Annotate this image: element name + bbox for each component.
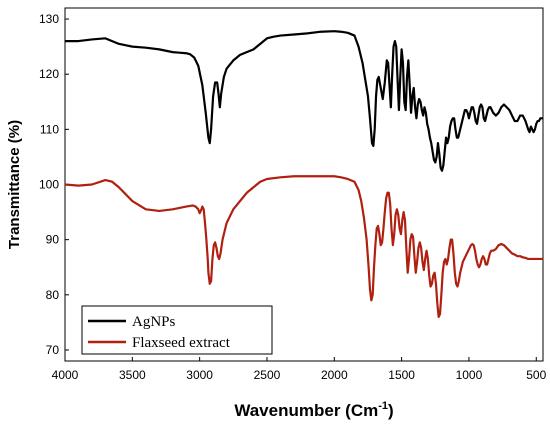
y-tick-label: 70 [46,343,60,357]
legend: AgNPs Flaxseed extract [81,305,273,355]
series-line-flaxseed-extract [64,175,543,318]
x-tick-label: 1500 [388,368,415,382]
x-tick-label: 3000 [186,368,213,382]
y-tick-label: 130 [39,12,59,26]
x-tick-label: 2000 [321,368,348,382]
y-tick-label: 100 [39,178,59,192]
plot-area [64,7,544,362]
y-tick-label: 90 [46,233,60,247]
legend-box [81,305,273,355]
x-ticks: 4000 3500 3000 2500 2000 1500 1000 500 [52,357,547,382]
y-tick-label: 120 [39,67,59,81]
y-tick-label: 110 [40,122,59,136]
x-tick-label: 4000 [52,368,79,382]
series-layer [64,30,543,318]
y-ticks: 70 80 90 100 110 120 130 [39,12,69,357]
y-axis-title: Transmittance (%) [6,120,23,249]
series-line-agnps [65,30,543,172]
x-tick-label: 3500 [119,368,146,382]
x-tick-label: 1000 [456,368,483,382]
y-tick-label: 80 [46,288,60,302]
legend-label: Flaxseed extract [132,335,231,351]
x-axis-title: Wavenumber (Cm-1) [234,400,393,420]
x-tick-label: 2500 [254,368,281,382]
legend-label: AgNPs [132,314,176,330]
x-tick-label: 500 [526,368,546,382]
